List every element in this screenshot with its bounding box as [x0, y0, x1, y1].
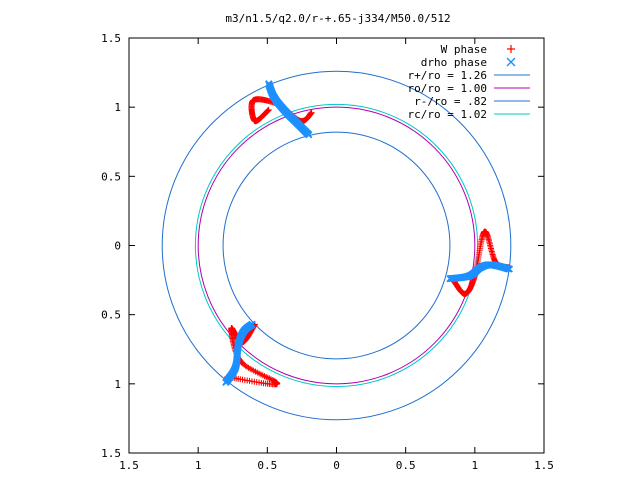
x-tick-label: 1.5	[534, 459, 554, 472]
legend-label: r+/ro = 1.26	[408, 69, 487, 82]
radius-circles	[161, 70, 512, 421]
legend-label: r-/ro = .82	[414, 95, 487, 108]
w-phase-point	[308, 109, 315, 116]
legend-swatch-drho-phase	[506, 57, 516, 67]
w-phase-point	[242, 362, 249, 369]
x-tick-label: 1.5	[119, 459, 139, 472]
phase-markers	[222, 80, 513, 388]
radius-circle	[161, 70, 512, 421]
radius-circle	[222, 131, 451, 360]
chart-title: m3/n1.5/q2.0/r-+.65-j334/M50.0/512	[225, 12, 450, 25]
y-tick-label: 0	[114, 240, 121, 253]
x-tick-label: 0.5	[257, 459, 277, 472]
drho-phase-point	[446, 275, 454, 283]
legend-label: ro/ro = 1.00	[408, 82, 487, 95]
y-tick-label: 1.5	[101, 447, 121, 460]
radius-circle	[197, 106, 476, 385]
legend-label: rc/ro = 1.02	[408, 108, 487, 121]
w-phase-point	[266, 375, 273, 382]
x-tick-label: 0	[333, 459, 340, 472]
legend-swatch-w-phase	[507, 45, 515, 53]
y-axis-tick-labels: 1.5 1 0.5 0 0.5 1 1.5	[101, 32, 121, 460]
radius-circle	[194, 103, 479, 388]
y-tick-label: 0.5	[101, 170, 121, 183]
x-axis-tick-labels: 1.5 1 0.5 0 0.5 1 1.5	[119, 459, 554, 472]
drho-phase-point	[305, 131, 313, 139]
x-tick-label: 1	[472, 459, 479, 472]
x-tick-label: 1	[195, 459, 202, 472]
legend-label: W phase	[441, 43, 487, 56]
legend-label: drho phase	[421, 56, 487, 69]
axis-ticks	[128, 37, 545, 454]
y-tick-label: 0.5	[101, 309, 121, 322]
x-tick-label: 0.5	[396, 459, 416, 472]
drho-phase-point	[222, 378, 230, 387]
y-tick-label: 1.5	[101, 32, 121, 45]
y-tick-label: 1	[114, 378, 121, 391]
y-tick-label: 1	[114, 101, 121, 114]
